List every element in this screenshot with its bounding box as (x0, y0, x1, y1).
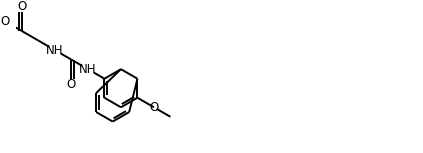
Text: O: O (67, 78, 76, 91)
Text: NH: NH (46, 44, 64, 57)
Text: O: O (17, 0, 27, 13)
Text: NH: NH (79, 63, 97, 76)
Text: O: O (1, 15, 10, 28)
Text: O: O (149, 101, 159, 114)
